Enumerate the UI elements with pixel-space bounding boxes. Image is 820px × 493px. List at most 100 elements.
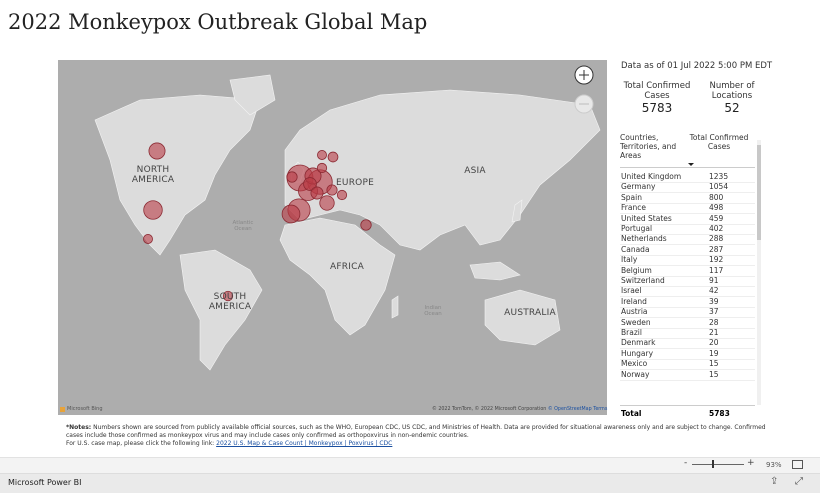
table-row: United States 459 [620,214,755,225]
cases-cell: 15 [709,369,719,379]
country-cell: Denmark [621,338,656,348]
cases-cell: 39 [709,296,719,306]
table-row: Portugal 402 [620,224,755,235]
zoom-bar [0,457,820,474]
zoom-out[interactable]: - [684,458,688,468]
table-row: Spain 800 [620,193,755,204]
country-cell: France [621,203,646,213]
country-cell: Italy [621,255,638,265]
map-label: NORTH AMERICA [131,165,175,185]
cases-cell: 15 [709,359,719,369]
country-cell: Norway [621,369,650,379]
case-bubble[interactable] [336,189,348,201]
table-row: Netherlands 288 [620,234,755,246]
table-row: Hungary 19 [620,349,755,360]
table-row: Brazil 21 [620,328,755,339]
cdc-link[interactable]: 2022 U.S. Map & Case Count | Monkeypox |… [216,440,393,447]
table-row: Austria 37 [620,307,755,319]
country-cell: Portugal [621,224,653,233]
cases-cell: 19 [709,348,719,358]
country-cell: United States [621,213,672,223]
cases-cell: 459 [709,213,724,223]
case-bubble[interactable] [148,142,166,160]
page-title: 2022 Monkeypox Outbreak Global Map [8,10,428,34]
cases-cell: 1235 [709,172,729,181]
map-logo: Microsoft Bing [67,406,103,412]
table-row: Israel 42 [620,286,755,298]
case-bubble[interactable] [143,234,153,244]
table-row: Sweden 28 [620,318,755,329]
case-bubble[interactable] [326,184,338,196]
cases-cell: 1054 [709,182,729,192]
card-label: Number of Locations [709,81,755,101]
table-row: Mexico 15 [620,359,755,371]
table-row: Norway 15 [620,370,755,381]
attribution-link[interactable]: © OpenStreetMap [547,407,592,412]
notes-label: *Notes: [66,424,92,431]
country-cell: Mexico [621,359,648,369]
case-bubble[interactable] [303,177,317,191]
country-cell: Austria [621,307,648,317]
zoom-level: 93% [766,461,782,469]
case-bubble[interactable] [317,150,327,160]
country-cell: Brazil [621,328,642,337]
table-row: Denmark 20 [620,338,755,350]
country-cell: Spain [621,192,642,202]
cases-cell: 21 [709,328,719,337]
cases-cell: 91 [709,276,719,285]
case-bubble[interactable] [327,151,339,163]
cases-cell: 28 [709,317,719,327]
cases-cell: 287 [709,244,724,254]
table-row: Italy 192 [620,255,755,267]
zoom-in[interactable]: + [747,458,755,468]
total-value: 5783 [709,409,730,418]
case-bubble[interactable] [319,195,335,211]
column-header[interactable]: Total Confirmed Cases [689,133,749,151]
case-bubble[interactable] [222,290,234,302]
link-intro: For U.S. case map, please click the foll… [66,440,215,447]
notes-text: Numbers shown are sourced from publicly … [66,424,766,439]
map-label: AUSTRALIA [504,308,556,318]
country-cell: United Kingdom [621,172,682,181]
case-bubble[interactable] [360,219,372,231]
card: Number of Locations 52 [702,81,762,115]
case-bubble[interactable] [281,204,301,224]
map-label: EUROPE [336,178,374,188]
ocean-label: Indian Ocean [424,305,442,317]
country-cell: Hungary [621,348,654,358]
table-row: Switzerland 91 [620,276,755,287]
table-row: France 498 [620,203,755,215]
ocean-label: Atlantic Ocean [232,220,254,232]
country-cell: Canada [621,244,650,254]
map[interactable] [58,60,607,415]
total-label: Total [621,409,642,418]
cases-cell: 402 [709,224,724,233]
case-bubble[interactable] [316,162,328,174]
cases-cell: 192 [709,255,724,265]
notes: *Notes: Numbers shown are sourced from p… [66,424,776,448]
card: Total Confirmed Cases 5783 [622,81,692,114]
case-bubble[interactable] [310,186,324,200]
country-cell: Israel [621,286,642,296]
cases-cell: 117 [709,265,724,275]
country-cell: Ireland [621,296,647,306]
cases-cell: 288 [709,234,724,244]
table-row: Germany 1054 [620,182,755,194]
country-cell: Germany [621,182,656,192]
case-bubble[interactable] [286,171,298,183]
app-bar: Microsoft Power BI ⇪ ⤢ [0,473,820,493]
cases-cell: 20 [709,338,719,348]
country-cell: Netherlands [621,234,667,244]
table-row: United Kingdom 1235 [620,172,755,183]
case-bubble[interactable] [143,200,163,220]
terms-link[interactable]: Terms [593,407,608,412]
column-header[interactable]: Countries, Territories, and Areas [620,133,677,160]
map-label: AFRICA [330,262,364,272]
cases-cell: 37 [709,307,719,317]
cases-cell: 800 [709,192,724,202]
as-of: Data as of 01 Jul 2022 5:00 PM EDT [621,61,773,71]
table-row: Canada 287 [620,245,755,256]
cases-cell: 42 [709,286,719,296]
card-value: 52 [724,101,740,115]
